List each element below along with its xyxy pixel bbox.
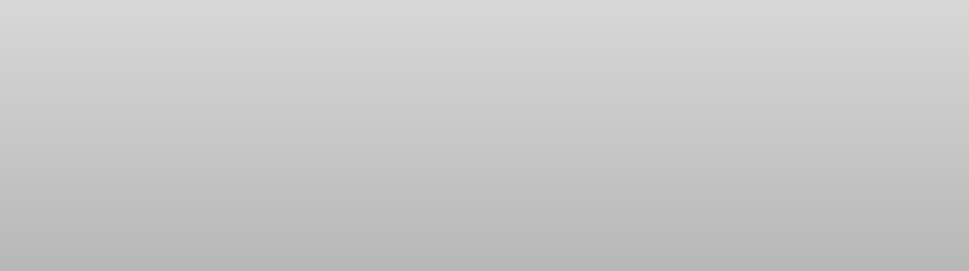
Text: to line A.: to line A. bbox=[402, 109, 486, 127]
Text: collinear: collinear bbox=[417, 227, 485, 242]
FancyBboxPatch shape bbox=[388, 201, 483, 268]
FancyBboxPatch shape bbox=[603, 201, 685, 268]
FancyBboxPatch shape bbox=[490, 201, 595, 268]
Text: perpendicular: perpendicular bbox=[722, 227, 834, 242]
FancyBboxPatch shape bbox=[693, 201, 833, 268]
FancyBboxPatch shape bbox=[254, 77, 397, 159]
Text: congruent: congruent bbox=[519, 227, 602, 242]
Text: parallel: parallel bbox=[632, 227, 692, 242]
Text: Therefore, line C must be: Therefore, line C must be bbox=[12, 109, 250, 127]
Text: Lines A and B are parallel. Lines C and D are parallel. Line D is perpendicular : Lines A and B are parallel. Lines C and … bbox=[12, 19, 822, 37]
